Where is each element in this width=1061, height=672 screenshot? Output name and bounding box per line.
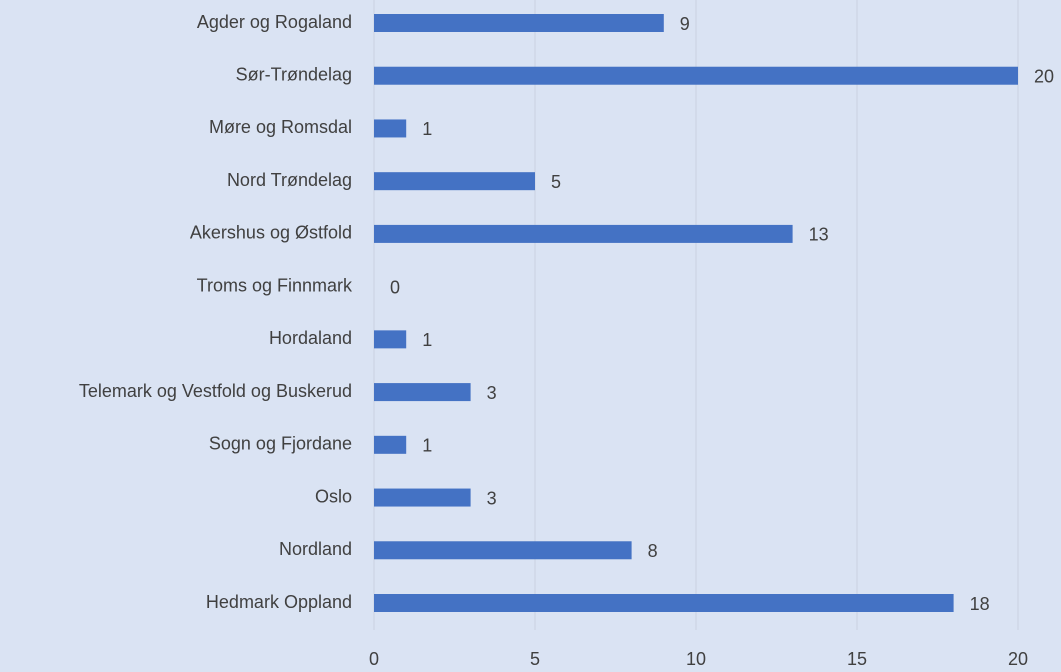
bar [374,488,471,507]
x-tick-label: 0 [369,649,379,669]
data-label: 1 [422,119,432,139]
data-label: 3 [487,383,497,403]
y-tick-label: Sør-Trøndelag [236,64,352,84]
y-tick-label: Telemark og Vestfold og Buskerud [79,381,352,401]
data-label: 5 [551,172,561,192]
y-tick-label: Nordland [279,539,352,559]
bar [374,594,954,612]
y-tick-label: Hedmark Oppland [206,592,352,612]
data-label: 9 [680,14,690,34]
data-label: 3 [487,488,497,508]
bar [374,330,407,349]
data-label: 20 [1034,66,1054,86]
data-label: 1 [422,330,432,350]
data-label: 8 [648,541,658,561]
bar [374,172,535,191]
data-label: 1 [422,436,432,456]
y-tick-label: Agder og Rogaland [197,12,352,32]
bar [374,224,793,243]
bar [374,383,471,402]
data-label: 13 [809,225,829,245]
x-tick-label: 10 [686,649,706,669]
bar [374,66,1018,85]
x-tick-label: 20 [1008,649,1028,669]
bar [374,541,632,560]
data-label: 18 [970,594,990,614]
y-tick-label: Sogn og Fjordane [209,434,352,454]
y-tick-label: Hordaland [269,328,352,348]
y-tick-label: Akershus og Østfold [190,223,352,243]
bar [374,435,407,454]
y-tick-label: Møre og Romsdal [209,117,352,137]
bar [374,14,664,32]
bar [374,119,407,138]
x-tick-label: 15 [847,649,867,669]
y-tick-label: Nord Trøndelag [227,170,352,190]
y-tick-label: Troms og Finnmark [197,275,353,295]
x-tick-label: 5 [530,649,540,669]
y-tick-label: Oslo [315,486,352,506]
data-label: 0 [390,277,400,297]
